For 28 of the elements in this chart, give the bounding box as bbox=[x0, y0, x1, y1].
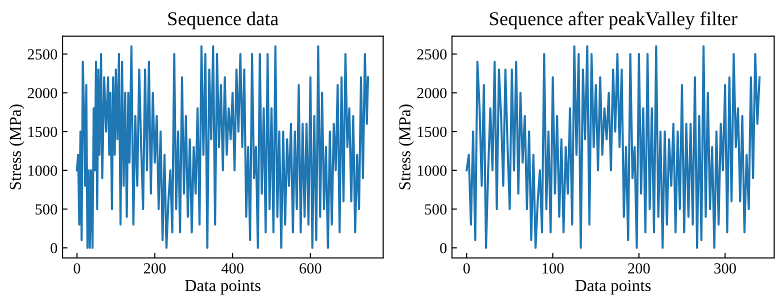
x-tick-label: 300 bbox=[714, 263, 736, 274]
x-tick-label: 200 bbox=[628, 263, 650, 274]
chart-title: Sequence data bbox=[168, 12, 278, 30]
y-axis-title: Stress (MPa) bbox=[9, 104, 24, 190]
y-tick-label: 2500 bbox=[417, 49, 447, 60]
y-tick-label: 500 bbox=[425, 204, 447, 215]
x-tick-label: 0 bbox=[463, 263, 470, 274]
x-axis-title: Data points bbox=[185, 280, 260, 295]
y-axis-title: Stress (MPa) bbox=[398, 104, 414, 190]
x-tick-label: 100 bbox=[542, 263, 564, 274]
y-tick-label: 2500 bbox=[28, 49, 58, 60]
y-tick-label: 1000 bbox=[28, 165, 58, 176]
x-tick-label: 0 bbox=[74, 263, 80, 274]
x-tick-label: 400 bbox=[221, 263, 244, 274]
x-tick-label: 200 bbox=[144, 263, 166, 274]
y-tick-label: 500 bbox=[36, 204, 58, 215]
y-tick-label: 2000 bbox=[417, 88, 447, 98]
y-tick-label: 1500 bbox=[418, 126, 447, 138]
line-series bbox=[466, 45, 761, 249]
y-tick-label: 2000 bbox=[28, 88, 58, 98]
x-tick-label: 600 bbox=[300, 263, 322, 274]
x-axis-title: Data points bbox=[575, 280, 651, 295]
chart-title: Sequence after peakValley filter bbox=[490, 11, 738, 30]
y-tick-label: 1500 bbox=[28, 126, 58, 138]
line-series bbox=[76, 45, 370, 249]
y-tick-label: 1000 bbox=[418, 165, 447, 176]
y-tick-label: 0 bbox=[440, 242, 447, 254]
y-tick-label: 0 bbox=[50, 242, 58, 254]
